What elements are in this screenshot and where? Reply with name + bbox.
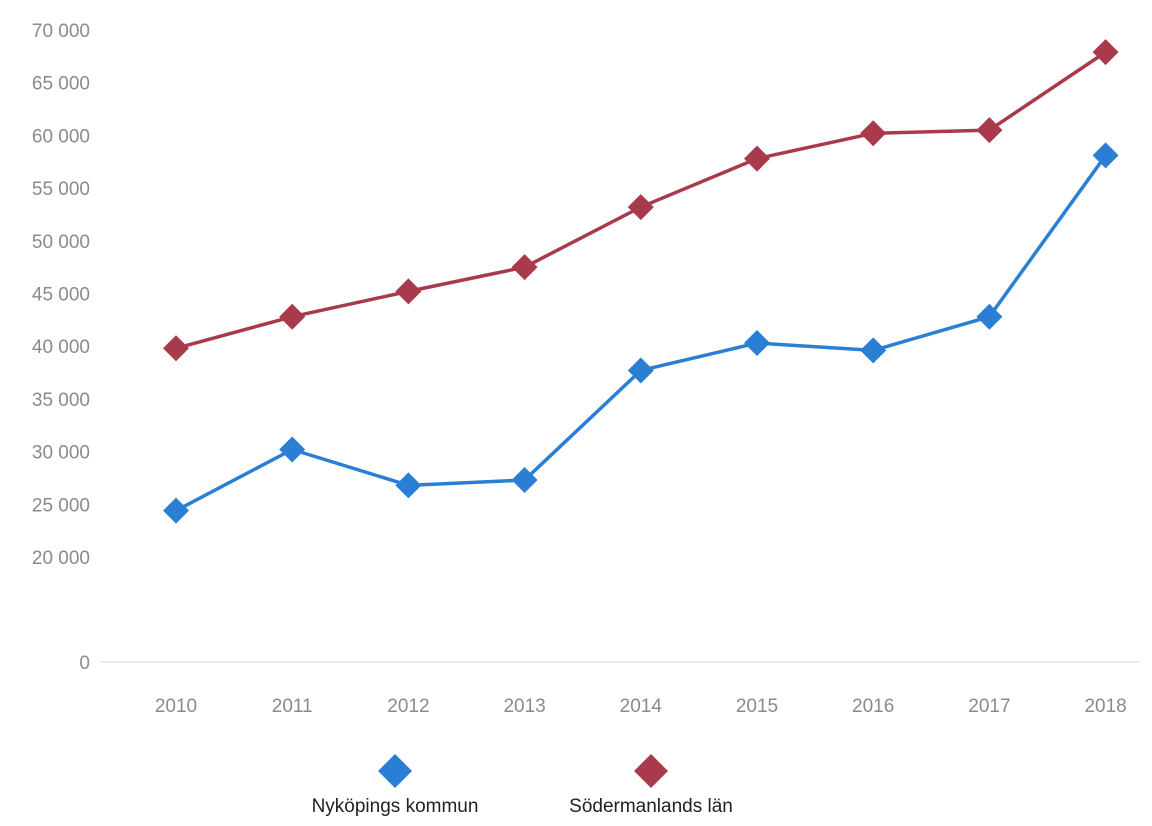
x-axis-ticks: 2010 2011 2012 2013 2014 2015 2016 2017 2018: [155, 696, 1127, 717]
data-point-marker: [395, 278, 422, 305]
data-point-marker: [860, 337, 887, 364]
y-tick-label: 35 000: [32, 390, 90, 411]
data-point-marker: [163, 335, 189, 362]
legend-marker: [378, 754, 412, 788]
data-point-marker: [1092, 142, 1119, 169]
data-point-marker: [511, 467, 538, 494]
data-point-marker: [744, 330, 770, 357]
x-tick-label: 2011: [272, 696, 313, 717]
series-markers: [163, 39, 1119, 524]
legend-label: Södermanlands län: [569, 796, 733, 817]
x-tick-label: 2014: [620, 696, 663, 717]
y-tick-label: 30 000: [32, 443, 90, 464]
y-tick-label: 55 000: [32, 179, 90, 200]
data-point-marker: [279, 303, 306, 330]
legend-marker: [634, 754, 668, 788]
y-tick-label: 40 000: [32, 337, 90, 358]
x-tick-label: 2016: [852, 696, 894, 717]
y-tick-label: 70 000: [32, 21, 90, 42]
data-point-marker: [744, 145, 770, 172]
x-tick-label: 2010: [155, 696, 197, 717]
x-tick-label: 2012: [387, 696, 429, 717]
series-lines: [174, 50, 1108, 513]
data-point-marker: [395, 472, 422, 499]
y-tick-label: 60 000: [32, 126, 90, 147]
y-axis-ticks: 0 20 000 25 000 30 000 35 000 40 000 45 000 50 …: [32, 21, 90, 674]
y-tick-label: 65 000: [32, 74, 90, 95]
data-point-marker: [279, 436, 306, 463]
x-tick-label: 2013: [503, 696, 545, 717]
y-tick-label: 0: [79, 653, 90, 674]
data-point-marker: [976, 117, 1003, 144]
y-tick-label: 20 000: [32, 548, 90, 569]
legend: Nyköpings kommun Södermanlands län: [312, 754, 733, 817]
data-point-marker: [627, 194, 654, 221]
x-tick-label: 2018: [1084, 696, 1126, 717]
data-point-marker: [627, 357, 654, 384]
y-tick-label: 25 000: [32, 495, 90, 516]
x-tick-label: 2017: [968, 696, 1010, 717]
data-point-marker: [511, 254, 538, 281]
data-point-marker: [860, 120, 887, 147]
data-point-marker: [976, 303, 1003, 330]
x-tick-label: 2015: [736, 696, 778, 717]
data-point-marker: [1092, 39, 1119, 66]
y-tick-label: 45 000: [32, 285, 90, 306]
y-tick-label: 50 000: [32, 232, 90, 253]
legend-label: Nyköpings kommun: [312, 796, 479, 817]
data-point-marker: [163, 497, 189, 524]
